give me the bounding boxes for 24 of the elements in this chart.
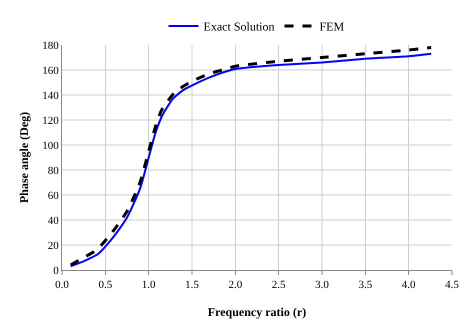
y-tick-label: 60 bbox=[48, 190, 60, 202]
y-tick-label: 0 bbox=[53, 264, 60, 277]
x-tick-label: 3.0 bbox=[315, 279, 330, 292]
x-tick-label: 2.5 bbox=[272, 279, 286, 292]
legend-label: Exact Solution bbox=[204, 20, 274, 34]
x-tick-label: 4.0 bbox=[402, 279, 416, 292]
x-tick-label: 2.0 bbox=[228, 279, 243, 292]
y-tick-label: 100 bbox=[42, 140, 60, 152]
x-tick-label: 1.0 bbox=[142, 279, 156, 292]
y-tick-label: 180 bbox=[42, 40, 60, 52]
legend-label: FEM bbox=[320, 20, 345, 34]
x-axis-title: Frequency ratio (r) bbox=[208, 305, 306, 319]
x-tick-label: 3.5 bbox=[358, 279, 373, 292]
y-tick-label: 160 bbox=[42, 64, 60, 77]
y-axis-title: Phase angle (Deg) bbox=[17, 112, 31, 204]
y-tick-label: 20 bbox=[48, 240, 60, 252]
x-tick-label: 0.0 bbox=[55, 279, 70, 292]
y-tick-label: 80 bbox=[48, 164, 60, 177]
y-tick-label: 40 bbox=[48, 214, 60, 227]
x-tick-label: 4.5 bbox=[445, 279, 460, 292]
x-tick-label: 0.5 bbox=[98, 279, 113, 292]
y-tick-label: 120 bbox=[42, 114, 60, 127]
y-tick-label: 140 bbox=[42, 90, 60, 102]
x-tick-label: 1.5 bbox=[185, 279, 200, 292]
